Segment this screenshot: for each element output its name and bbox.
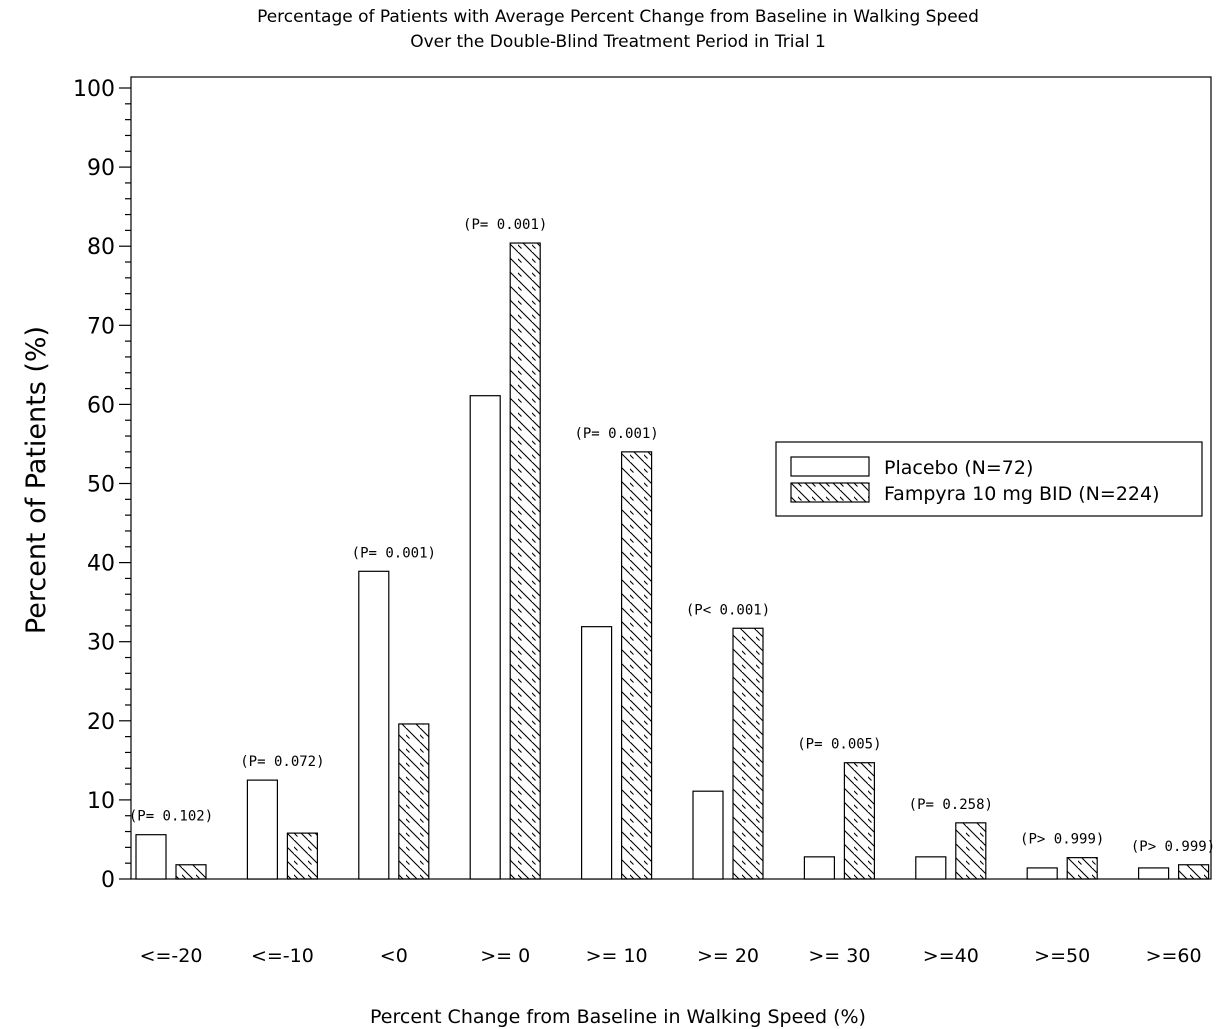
p-value-label: (P= 0.072) <box>240 754 324 770</box>
x-category-label: >=40 <box>923 945 979 967</box>
x-category-label: >= 30 <box>808 945 870 967</box>
bar-fampyra <box>1177 864 1210 880</box>
x-category-label: >=50 <box>1034 945 1090 967</box>
legend-box <box>775 441 1203 517</box>
p-value-label: (P> 0.999) <box>1131 839 1215 855</box>
chart-title: Percentage of Patients with Average Perc… <box>257 7 979 27</box>
bar-placebo <box>915 856 947 880</box>
y-tick-label: 100 <box>73 77 115 102</box>
x-category-label: >= 10 <box>586 945 648 967</box>
bar-placebo <box>1137 867 1170 880</box>
legend-label-placebo: Placebo (N=72) <box>884 457 1033 479</box>
p-value-label: (P> 0.999) <box>1020 832 1104 848</box>
p-value-label: (P< 0.001) <box>686 602 770 618</box>
y-tick-label: 30 <box>87 631 115 656</box>
bar-fampyra <box>955 822 987 880</box>
bar-placebo <box>692 790 724 880</box>
x-axis-category-labels: <=-20 <=-10 <0 >= 0 >= 10 >= 20 >= 30 >=40 >=50 >… <box>140 945 1202 967</box>
bar-fampyra <box>286 832 318 880</box>
bar-placebo <box>135 834 167 880</box>
x-category-label: >=60 <box>1146 945 1202 967</box>
plot-frame <box>130 76 1212 880</box>
y-tick-label: 40 <box>87 552 115 577</box>
x-category-label: <=-20 <box>140 945 203 967</box>
y-tick-label: 70 <box>87 314 115 339</box>
y-axis-title: Percent of Patients (%) <box>21 326 52 634</box>
y-tick-label: 60 <box>87 393 115 418</box>
bar-fampyra <box>732 627 764 880</box>
x-category-label: <0 <box>380 945 408 967</box>
p-value-label: (P= 0.001) <box>463 217 547 233</box>
x-category-label: <=-10 <box>251 945 314 967</box>
legend-label-fampyra: Fampyra 10 mg BID (N=224) <box>884 483 1160 505</box>
x-category-label: >= 0 <box>480 945 530 967</box>
bar-fampyra <box>509 242 541 880</box>
y-tick-label: 20 <box>87 710 115 735</box>
y-tick-label: 0 <box>101 868 115 893</box>
legend-swatch-fampyra <box>790 482 870 503</box>
p-value-label: (P= 0.001) <box>352 545 436 561</box>
y-tick-label: 10 <box>87 789 115 814</box>
bars-group <box>135 242 1210 880</box>
bar-placebo <box>469 395 501 880</box>
p-value-label: (P= 0.102) <box>129 809 213 825</box>
bar-placebo <box>1026 867 1058 880</box>
bar-fampyra <box>1066 857 1098 880</box>
bar-placebo <box>803 856 836 880</box>
y-tick-label: 90 <box>87 156 115 181</box>
chart-subtitle: Over the Double-Blind Treatment Period i… <box>410 32 826 52</box>
y-tick-label: 80 <box>87 235 115 260</box>
legend-swatch-placebo <box>790 456 870 477</box>
p-value-annotations: (P= 0.102) (P= 0.072) (P= 0.001) (P= 0.001)… <box>129 217 1215 855</box>
bar-placebo <box>358 570 390 880</box>
bar-placebo <box>246 779 278 880</box>
p-value-label: (P= 0.001) <box>574 426 658 442</box>
legend: Placebo (N=72) Fampyra 10 mg BID (N=224) <box>775 441 1203 517</box>
x-category-label: >= 20 <box>697 945 759 967</box>
p-value-label: (P= 0.005) <box>797 737 881 753</box>
bar-placebo <box>580 626 613 880</box>
p-value-label: (P= 0.258) <box>909 797 993 813</box>
bar-fampyra <box>398 723 430 880</box>
bar-fampyra <box>175 864 207 880</box>
x-axis-title: Percent Change from Baseline in Walking … <box>370 1006 866 1028</box>
y-axis: 0 10 20 30 40 50 60 70 80 90 100 <box>73 77 131 893</box>
bar-fampyra <box>620 451 653 880</box>
bar-fampyra <box>843 762 876 880</box>
y-tick-label: 50 <box>87 473 115 498</box>
